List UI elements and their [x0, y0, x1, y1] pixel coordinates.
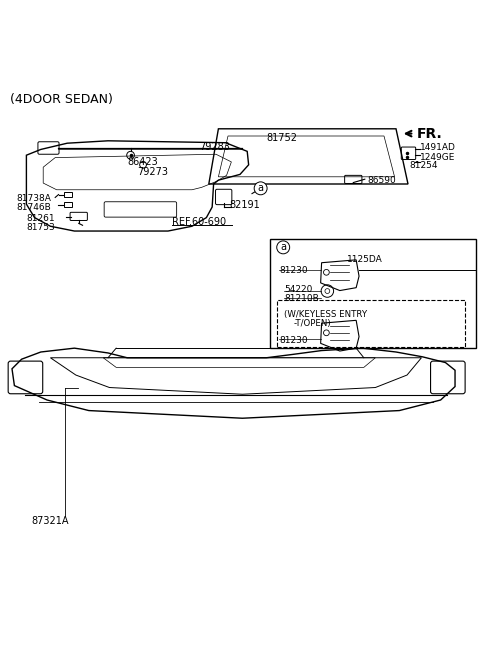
Text: (W/KEYLESS ENTRY: (W/KEYLESS ENTRY [284, 310, 367, 319]
Text: FR.: FR. [417, 127, 443, 140]
Bar [64, 202, 72, 207]
Text: 1491AD: 1491AD [420, 144, 456, 152]
Text: 81752: 81752 [266, 133, 298, 144]
Text: 82191: 82191 [229, 200, 260, 210]
Text: 81230: 81230 [279, 336, 308, 345]
Text: 81753: 81753 [26, 222, 55, 232]
Text: 87321A: 87321A [31, 516, 69, 526]
Text: 81261: 81261 [26, 214, 55, 223]
Text: 81746B: 81746B [17, 203, 51, 213]
Bar [270, 239, 476, 348]
Text: 79273: 79273 [137, 167, 168, 176]
Text: 86423: 86423 [127, 157, 158, 167]
Text: 1249GE: 1249GE [420, 153, 456, 161]
Text: 81254: 81254 [409, 161, 438, 171]
Text: 54220: 54220 [284, 285, 312, 294]
Text: 81210B: 81210B [284, 294, 319, 302]
Text: 81738A: 81738A [17, 194, 52, 203]
Text: -T/OPEN): -T/OPEN) [294, 319, 331, 328]
Text: a: a [258, 183, 264, 194]
Text: a: a [280, 242, 286, 253]
Bar [64, 192, 72, 197]
Text: (4DOOR SEDAN): (4DOOR SEDAN) [10, 94, 112, 106]
Text: 86590: 86590 [367, 176, 396, 184]
Bar [277, 300, 465, 347]
Text: 79283: 79283 [199, 142, 230, 152]
Text: 1125DA: 1125DA [347, 255, 382, 264]
Text: 81230: 81230 [279, 266, 308, 275]
Text: REF.60-690: REF.60-690 [172, 217, 226, 228]
